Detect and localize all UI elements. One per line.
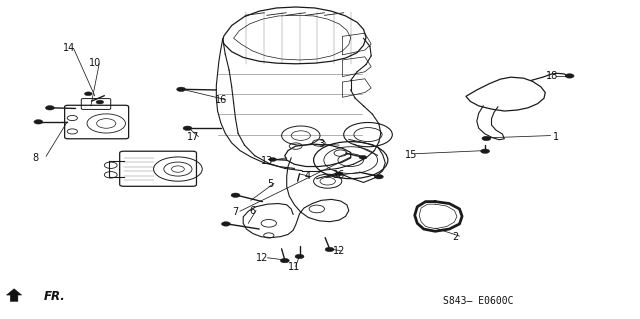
Circle shape [183,126,192,130]
Circle shape [335,172,343,176]
Text: 12: 12 [256,253,269,263]
Text: 16: 16 [333,170,346,181]
Text: 18: 18 [545,71,558,81]
Text: FR.: FR. [44,290,65,302]
Text: 16: 16 [214,94,227,105]
Text: 15: 15 [404,150,417,160]
Circle shape [482,136,491,141]
Text: 1: 1 [552,132,559,142]
Text: 17: 17 [187,131,200,142]
Circle shape [96,100,104,104]
Circle shape [231,193,240,197]
Text: 7: 7 [232,207,239,217]
Text: 13: 13 [261,156,274,166]
Text: 8: 8 [32,153,38,163]
Circle shape [177,87,186,92]
Circle shape [280,258,289,263]
Circle shape [295,254,304,259]
Circle shape [325,247,334,252]
Text: 10: 10 [88,58,101,68]
Text: 11: 11 [288,262,301,272]
Circle shape [359,155,367,159]
Text: 6: 6 [250,205,256,216]
Text: 2: 2 [452,232,459,242]
Circle shape [45,106,54,110]
Text: S843– E0600C: S843– E0600C [444,296,514,307]
Text: 3: 3 [318,139,324,149]
Circle shape [269,158,276,161]
Circle shape [565,74,574,78]
Text: 4: 4 [304,171,310,181]
Polygon shape [6,289,22,301]
Text: 5: 5 [267,179,273,189]
Circle shape [34,120,43,124]
Text: 12: 12 [333,246,346,256]
Circle shape [481,149,490,153]
Circle shape [221,222,230,226]
Circle shape [84,92,92,96]
Text: 14: 14 [63,43,76,54]
Circle shape [374,174,383,179]
